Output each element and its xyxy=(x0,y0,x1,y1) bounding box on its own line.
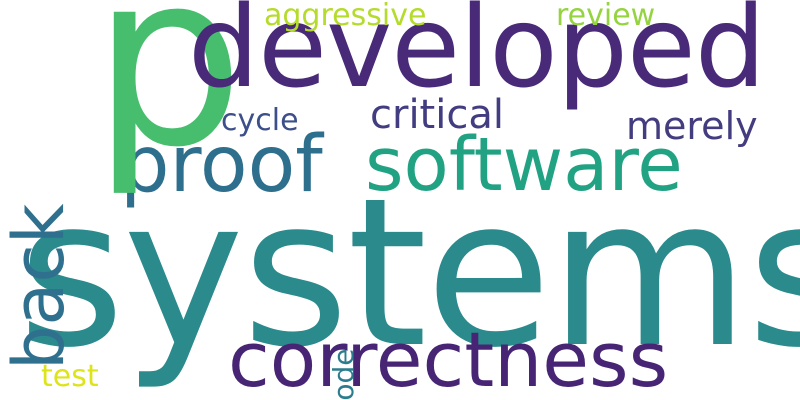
word-test: test xyxy=(41,359,99,394)
word-merely: merely xyxy=(626,104,758,148)
word-developed: developed xyxy=(188,0,766,113)
word-p: p xyxy=(92,0,245,200)
word-aggressive: aggressive xyxy=(264,0,427,33)
word-review: review xyxy=(556,0,656,33)
word-code: code xyxy=(327,348,360,400)
word-back: back xyxy=(0,203,80,370)
word-correctness: correctness xyxy=(228,315,669,400)
word-systems: systems xyxy=(18,155,800,393)
word-proof: proof xyxy=(120,120,323,210)
word-critical: critical xyxy=(370,92,504,138)
word-cycle: cycle xyxy=(221,103,299,138)
word-software: software xyxy=(365,122,683,208)
